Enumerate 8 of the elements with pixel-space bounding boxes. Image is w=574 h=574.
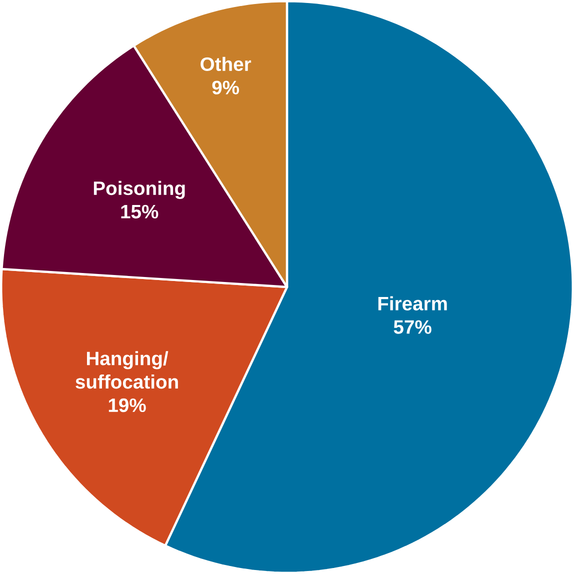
data-label: 15%	[121, 204, 158, 218]
slice-label: Poisoning	[94, 180, 185, 199]
data-label: 57%	[394, 320, 432, 334]
slice-label: Hanging/ suffocation	[76, 351, 178, 389]
slice-label: Other	[200, 56, 252, 72]
slice-label: Firearm	[378, 296, 447, 310]
data-label: 9%	[212, 80, 240, 94]
data-label: 19%	[108, 398, 146, 412]
